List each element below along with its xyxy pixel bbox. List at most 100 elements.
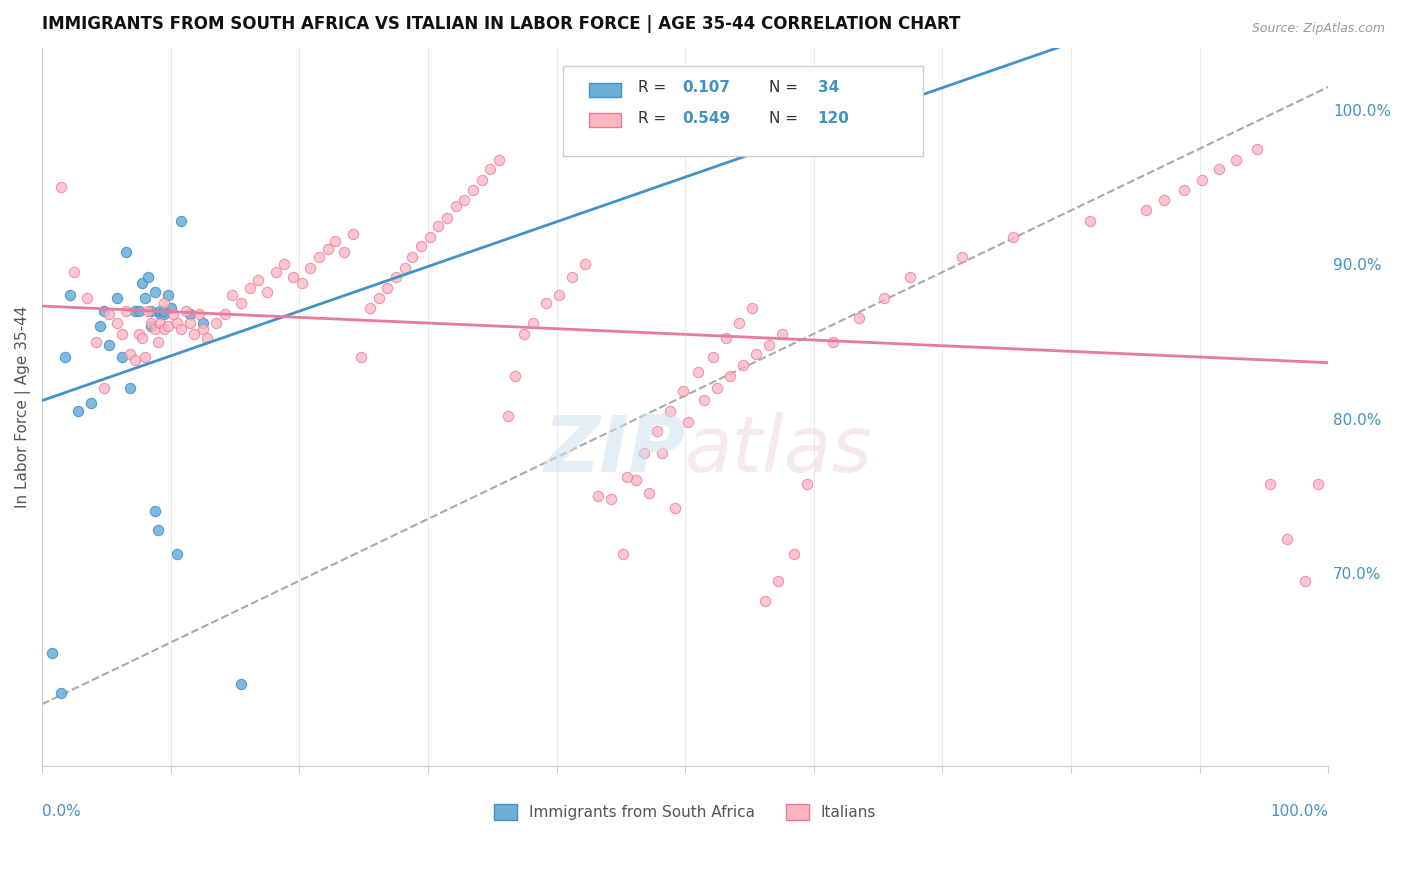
Point <box>658 404 681 418</box>
Point <box>174 303 197 318</box>
Point <box>728 316 751 330</box>
Point <box>59 288 82 302</box>
Point <box>478 161 501 176</box>
Point <box>281 269 304 284</box>
Point <box>574 257 596 271</box>
Point <box>80 396 103 410</box>
Point <box>84 334 107 349</box>
Point <box>848 311 870 326</box>
Point <box>599 491 621 506</box>
Point <box>645 424 668 438</box>
Point <box>141 303 163 318</box>
Text: Source: ZipAtlas.com: Source: ZipAtlas.com <box>1251 22 1385 36</box>
Point <box>1275 532 1298 546</box>
Point <box>716 331 738 345</box>
Text: R =: R = <box>637 111 671 126</box>
Point <box>149 316 172 330</box>
Point <box>411 239 433 253</box>
Point <box>141 319 163 334</box>
Point <box>783 548 806 562</box>
Text: 100.0%: 100.0% <box>1270 804 1329 819</box>
Point <box>1153 193 1175 207</box>
Point <box>536 296 558 310</box>
Point <box>264 265 287 279</box>
Point <box>496 409 519 423</box>
Point <box>616 470 638 484</box>
Point <box>633 445 655 459</box>
Point <box>166 548 188 562</box>
Point <box>149 307 172 321</box>
Point <box>143 504 166 518</box>
Point <box>758 337 780 351</box>
Point <box>143 322 166 336</box>
Point <box>153 307 176 321</box>
Point <box>41 646 63 660</box>
Point <box>118 347 141 361</box>
Point <box>427 219 450 233</box>
Point <box>1225 153 1247 167</box>
Point <box>308 250 330 264</box>
Text: atlas: atlas <box>685 412 873 488</box>
Point <box>342 227 364 241</box>
Point <box>231 677 253 691</box>
Point <box>1246 142 1268 156</box>
Point <box>444 199 467 213</box>
Point <box>114 245 136 260</box>
Point <box>561 269 583 284</box>
Point <box>183 326 205 341</box>
Legend: Immigrants from South Africa, Italians: Immigrants from South Africa, Italians <box>488 798 883 826</box>
Text: 0.107: 0.107 <box>682 80 731 95</box>
Point <box>131 331 153 345</box>
Point <box>731 358 754 372</box>
Point <box>676 415 699 429</box>
Text: 120: 120 <box>817 111 849 126</box>
Point <box>89 319 111 334</box>
Point <box>1294 574 1316 588</box>
Point <box>671 384 693 398</box>
FancyBboxPatch shape <box>589 83 621 97</box>
Point <box>128 303 150 318</box>
Point <box>67 404 90 418</box>
Text: R =: R = <box>637 80 671 95</box>
Point <box>1306 476 1329 491</box>
Text: IMMIGRANTS FROM SOUTH AFRICA VS ITALIAN IN LABOR FORCE | AGE 35-44 CORRELATION C: IMMIGRANTS FROM SOUTH AFRICA VS ITALIAN … <box>42 15 960 33</box>
Point <box>505 368 527 383</box>
Point <box>419 229 441 244</box>
Point <box>128 326 150 341</box>
Point <box>153 303 176 318</box>
Point <box>612 548 634 562</box>
Point <box>188 307 211 321</box>
Point <box>718 368 741 383</box>
Point <box>741 301 763 315</box>
Point <box>105 316 128 330</box>
Point <box>1191 172 1213 186</box>
Point <box>693 393 716 408</box>
Point <box>63 265 86 279</box>
Y-axis label: In Labor Force | Age 35-44: In Labor Force | Age 35-44 <box>15 306 31 508</box>
Point <box>821 334 844 349</box>
Point <box>375 280 398 294</box>
Point <box>118 381 141 395</box>
Point <box>247 273 270 287</box>
Point <box>179 307 201 321</box>
Point <box>745 347 768 361</box>
Text: 0.549: 0.549 <box>682 111 731 126</box>
Point <box>384 269 406 284</box>
Text: 0.0%: 0.0% <box>42 804 82 819</box>
Point <box>134 350 156 364</box>
Point <box>291 276 314 290</box>
Point <box>179 316 201 330</box>
Point <box>873 292 896 306</box>
Point <box>436 211 458 226</box>
Point <box>461 183 484 197</box>
Point <box>166 316 188 330</box>
Point <box>195 331 218 345</box>
Point <box>401 250 423 264</box>
Point <box>98 307 121 321</box>
Point <box>141 316 163 330</box>
Point <box>664 501 686 516</box>
Point <box>214 307 236 321</box>
Point <box>105 292 128 306</box>
Point <box>149 303 172 318</box>
Point <box>136 303 159 318</box>
